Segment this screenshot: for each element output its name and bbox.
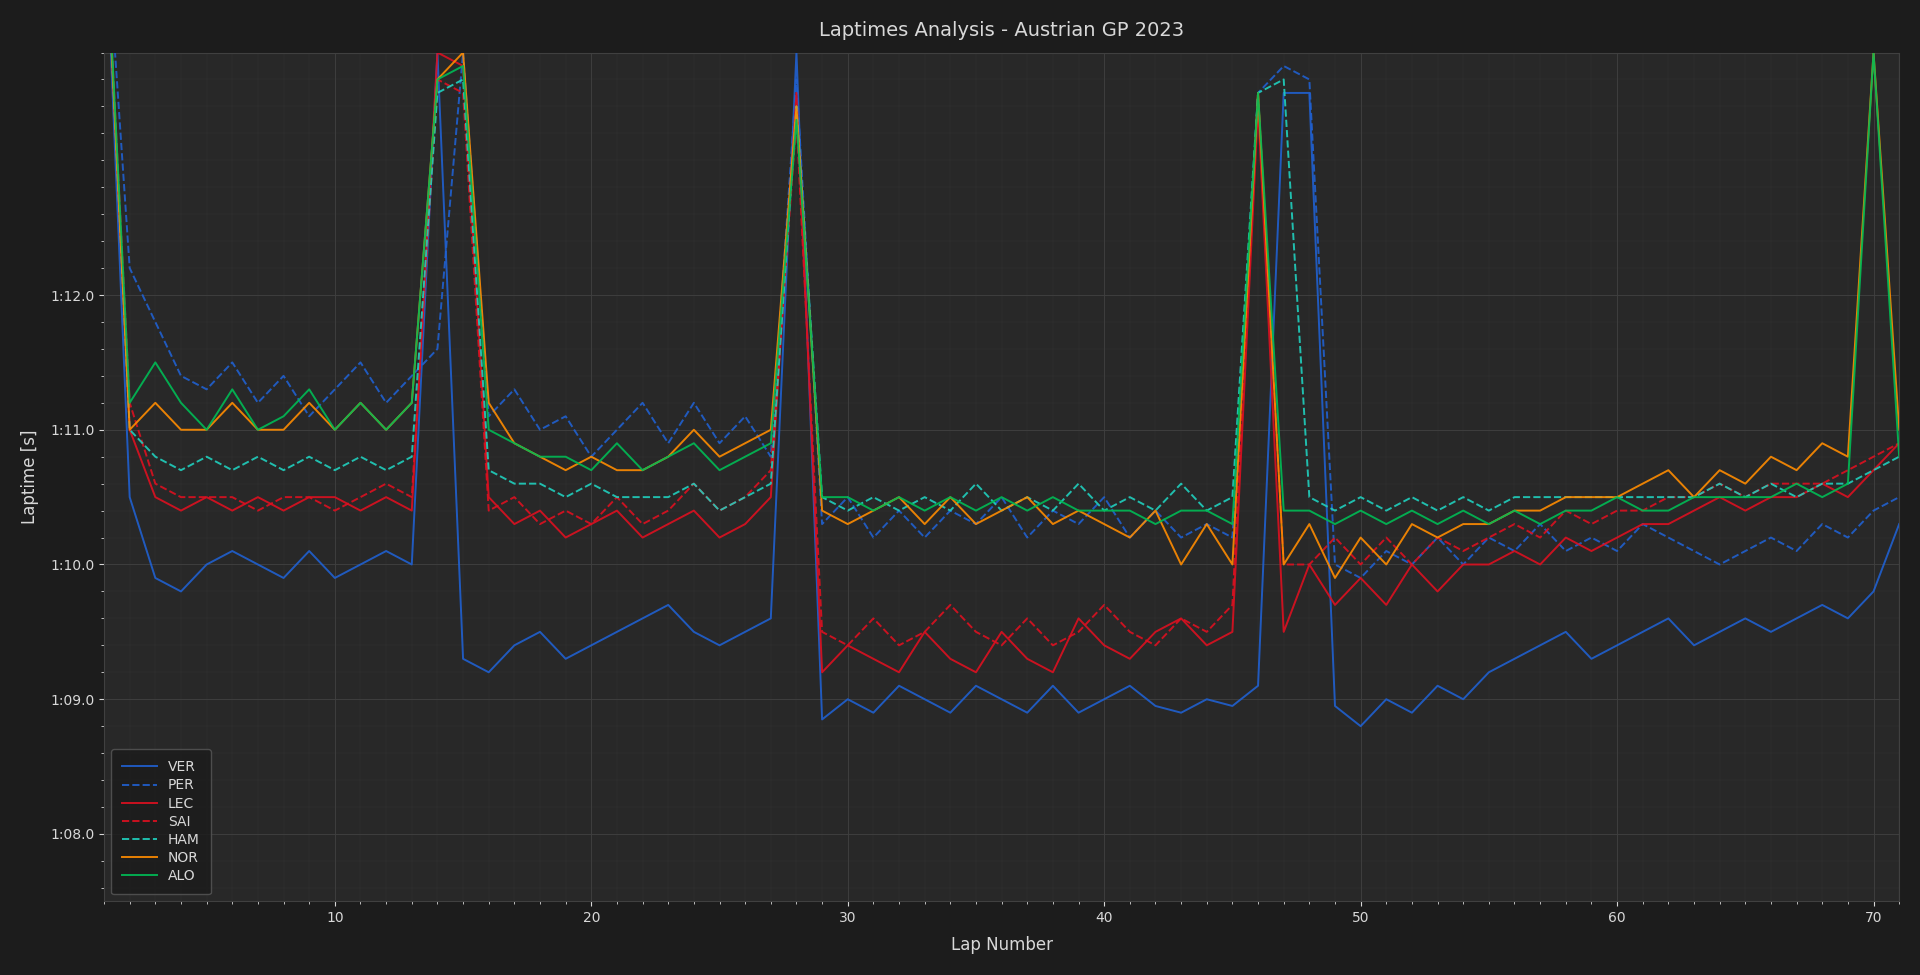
NOR xyxy=(1323,572,1346,584)
Title: Laptimes Analysis - Austrian GP 2023: Laptimes Analysis - Austrian GP 2023 xyxy=(820,20,1185,40)
VER xyxy=(1887,519,1910,530)
SAI xyxy=(991,640,1014,651)
PER xyxy=(1887,491,1910,503)
LEC xyxy=(1811,478,1834,489)
HAM xyxy=(1476,505,1500,517)
ALO xyxy=(1144,519,1167,530)
PER xyxy=(1476,531,1500,543)
SAI xyxy=(144,478,167,489)
SAI xyxy=(605,491,628,503)
Line: ALO: ALO xyxy=(104,0,1899,525)
ALO xyxy=(144,357,167,369)
HAM xyxy=(144,450,167,462)
HAM xyxy=(1811,478,1834,489)
NOR xyxy=(144,397,167,409)
PER xyxy=(964,519,987,530)
Legend: VER, PER, LEC, SAI, HAM, NOR, ALO: VER, PER, LEC, SAI, HAM, NOR, ALO xyxy=(111,749,211,894)
SAI xyxy=(1476,531,1500,543)
SAI xyxy=(837,640,860,651)
NOR xyxy=(1811,438,1834,449)
VER xyxy=(1476,667,1500,679)
VER xyxy=(144,572,167,584)
PER xyxy=(1350,572,1373,584)
LEC xyxy=(1476,559,1500,570)
HAM xyxy=(1196,505,1219,517)
Line: HAM: HAM xyxy=(104,0,1899,511)
ALO xyxy=(1476,519,1500,530)
NOR xyxy=(964,519,987,530)
LEC xyxy=(991,626,1014,638)
HAM xyxy=(708,505,732,517)
Line: NOR: NOR xyxy=(104,0,1899,578)
SAI xyxy=(1811,478,1834,489)
LEC xyxy=(605,505,628,517)
Line: PER: PER xyxy=(104,0,1899,578)
Line: VER: VER xyxy=(104,0,1899,726)
LEC xyxy=(1887,438,1910,449)
ALO xyxy=(1196,505,1219,517)
NOR xyxy=(1476,519,1500,530)
ALO xyxy=(1811,491,1834,503)
SAI xyxy=(1887,438,1910,449)
PER xyxy=(1811,519,1834,530)
VER xyxy=(605,626,628,638)
VER xyxy=(964,680,987,691)
ALO xyxy=(964,505,987,517)
Line: LEC: LEC xyxy=(104,0,1899,673)
ALO xyxy=(1887,450,1910,462)
NOR xyxy=(1887,424,1910,436)
PER xyxy=(605,424,628,436)
LEC xyxy=(144,491,167,503)
X-axis label: Lap Number: Lap Number xyxy=(950,936,1052,955)
NOR xyxy=(1169,559,1192,570)
SAI xyxy=(1196,626,1219,638)
PER xyxy=(144,316,167,328)
Line: SAI: SAI xyxy=(104,0,1899,645)
LEC xyxy=(1196,640,1219,651)
HAM xyxy=(991,505,1014,517)
VER xyxy=(1169,707,1192,719)
ALO xyxy=(605,438,628,449)
NOR xyxy=(605,464,628,476)
VER xyxy=(1350,721,1373,732)
LEC xyxy=(810,667,833,679)
HAM xyxy=(1887,450,1910,462)
HAM xyxy=(605,491,628,503)
PER xyxy=(1169,531,1192,543)
Y-axis label: Laptime [s]: Laptime [s] xyxy=(21,430,38,525)
VER xyxy=(1811,599,1834,610)
